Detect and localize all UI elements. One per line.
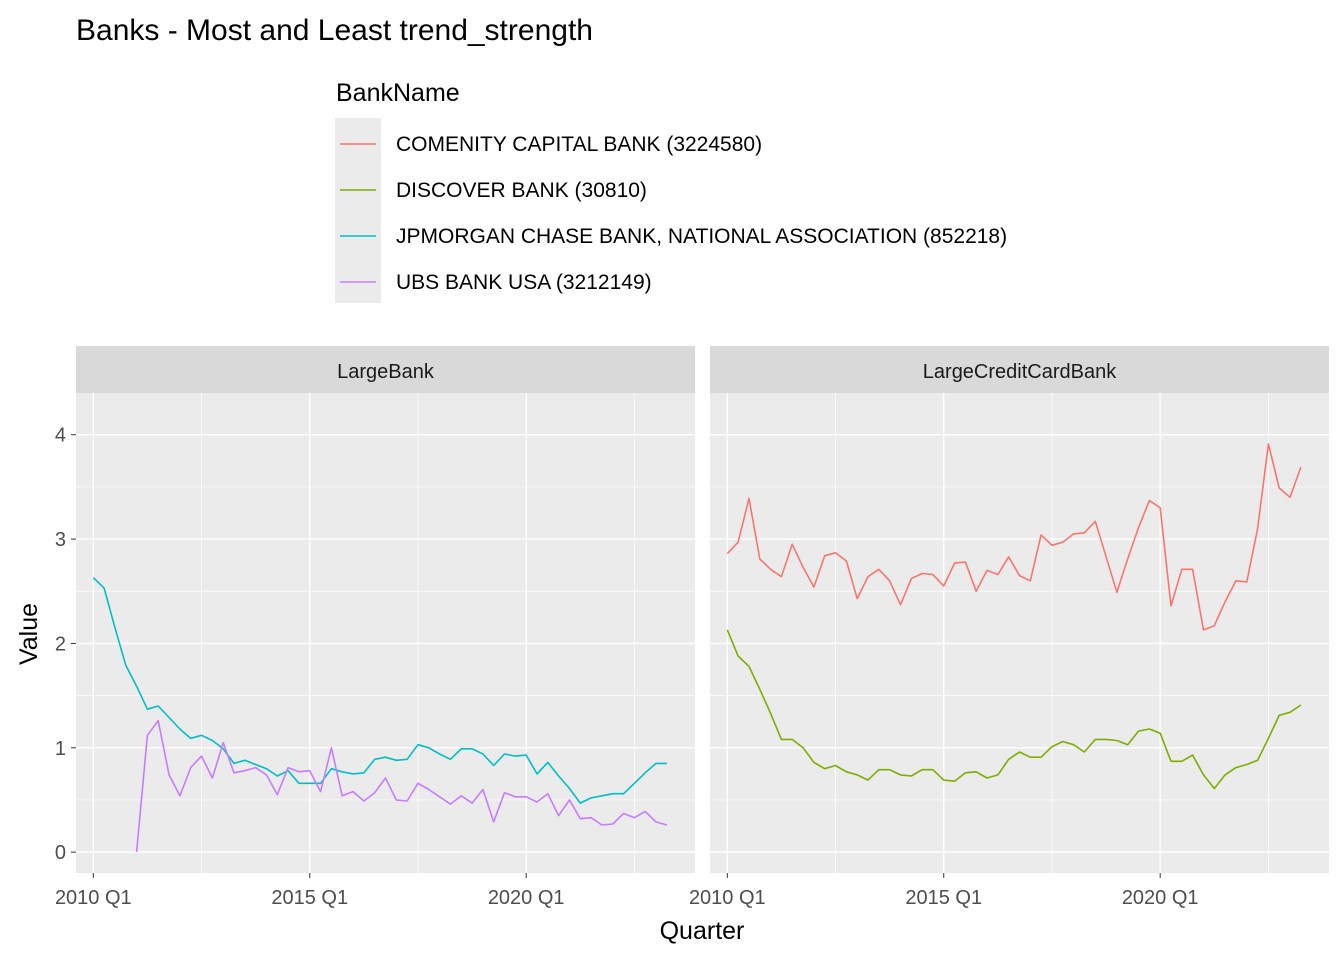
series-line-discover-bank-30810 — [726, 629, 1302, 790]
series-line-jpmorgan-chase-bank-national-association-852218 — [92, 577, 667, 804]
x-axis-title: Quarter — [660, 917, 745, 945]
plot-background — [710, 393, 1329, 873]
x-tick-label: 2015 Q1 — [271, 887, 348, 909]
x-tick-label: 2010 Q1 — [689, 887, 766, 909]
panel-largebank: LargeBank 2010 Q1 2015 Q1 2020 Q1 0 1 2 3 4 — [55, 346, 695, 909]
y-tick-label: 3 — [55, 529, 66, 551]
legend-label-jpmorgan-chase-bank-national-association-852218: JPMORGAN CHASE BANK, NATIONAL ASSOCIATIO… — [396, 225, 1007, 248]
x-tick-label: 2010 Q1 — [55, 887, 132, 909]
facet-strip — [76, 346, 695, 393]
legend-key-background — [335, 118, 381, 303]
legend-label-discover-bank-30810: DISCOVER BANK (30810) — [396, 179, 647, 202]
legend-title: BankName — [336, 79, 460, 107]
legend: BankName COMENITY CAPITAL BANK (3224580)… — [335, 79, 1007, 303]
y-tick-label: 2 — [55, 633, 66, 655]
series-line-ubs-bank-usa-3212149 — [135, 719, 668, 853]
legend-label-comenity-capital-bank-3224580: COMENITY CAPITAL BANK (3224580) — [396, 133, 762, 156]
panel-largecreditcardbank: LargeCreditCardBank 2010 Q1 2015 Q1 2020 Q1 — [689, 346, 1329, 909]
y-axis-title: Value — [15, 603, 43, 665]
x-tick-label: 2020 Q1 — [488, 887, 565, 909]
facet-strip — [710, 346, 1329, 393]
x-tick-label: 2015 Q1 — [905, 887, 982, 909]
legend-label-ubs-bank-usa-3212149: UBS BANK USA (3212149) — [396, 271, 652, 294]
y-tick-label: 4 — [55, 425, 66, 447]
x-tick-label: 2020 Q1 — [1122, 887, 1199, 909]
facet-strip-label: LargeCreditCardBank — [923, 361, 1117, 383]
series-line-comenity-capital-bank-3224580 — [726, 443, 1302, 631]
chart-title: Banks - Most and Least trend_strength — [76, 14, 593, 47]
y-tick-label: 0 — [55, 842, 66, 864]
y-tick-label: 1 — [55, 738, 66, 760]
plot-background — [76, 393, 695, 873]
facet-strip-label: LargeBank — [337, 361, 435, 383]
